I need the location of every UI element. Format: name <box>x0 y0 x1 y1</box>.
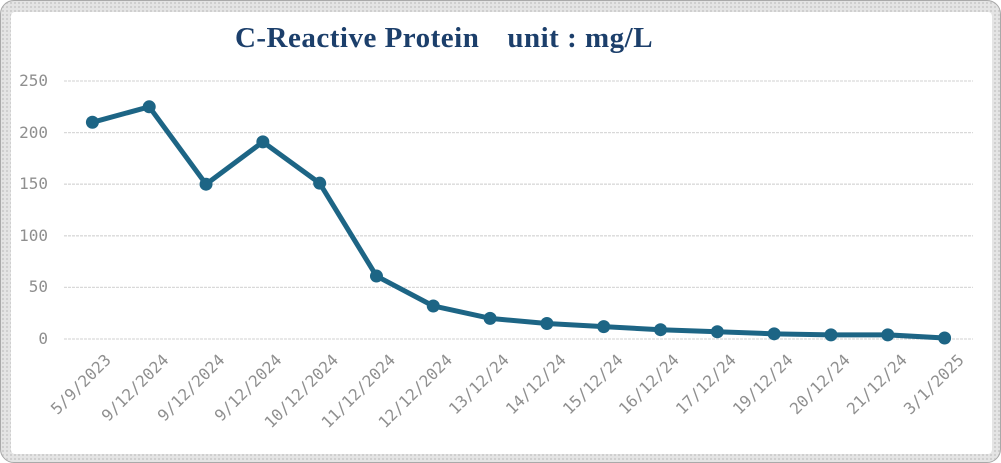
data-point-marker <box>483 311 497 325</box>
y-axis-tick-label: 0 <box>38 329 48 348</box>
y-axis-tick-label: 150 <box>19 174 48 194</box>
y-axis-tick-label: 100 <box>19 225 48 245</box>
data-point-marker <box>824 328 838 342</box>
chart-panel <box>11 12 992 454</box>
data-point-marker <box>881 328 895 342</box>
data-point-marker <box>142 100 156 114</box>
y-axis-tick-label: 250 <box>19 71 48 90</box>
data-line <box>89 104 948 341</box>
data-point-marker <box>597 320 611 334</box>
data-point-marker <box>313 176 327 190</box>
data-point-marker <box>540 317 554 331</box>
data-point-marker <box>85 115 99 129</box>
chart-unit-label: unit : mg/L <box>507 22 654 54</box>
data-point-marker <box>767 327 781 341</box>
data-point-marker <box>369 269 383 283</box>
data-point-marker <box>426 299 440 313</box>
data-point-marker <box>654 323 668 337</box>
data-point-marker <box>710 325 724 339</box>
y-axis-tick-label: 200 <box>19 122 48 142</box>
y-axis-tick-label: 50 <box>28 277 48 297</box>
data-point-marker <box>199 177 213 191</box>
chart-title-text: C-Reactive Protein <box>234 22 480 54</box>
data-point-marker <box>256 135 270 149</box>
chart-title: C-Reactive Protein unit : mg/L <box>10 22 878 55</box>
data-point-marker <box>938 331 952 345</box>
